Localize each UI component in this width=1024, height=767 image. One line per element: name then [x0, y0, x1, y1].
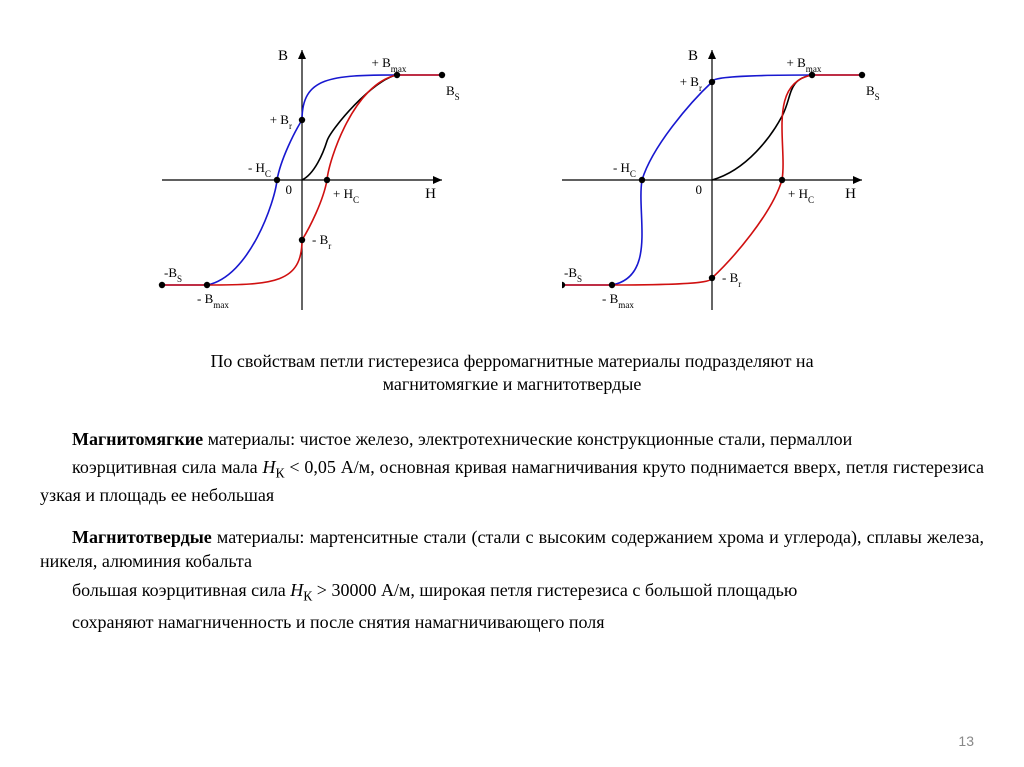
- svg-text:H: H: [845, 186, 856, 202]
- soft-term: Магнитомягкие: [72, 429, 203, 449]
- soft-pre: коэрцитивная сила мала: [72, 457, 263, 477]
- svg-text:B: B: [688, 48, 698, 64]
- para-soft-detail: коэрцитивная сила мала HК < 0,05 А/м, ос…: [40, 455, 984, 507]
- svg-text:+ HC: + HC: [788, 186, 814, 205]
- svg-text:0: 0: [286, 182, 293, 197]
- svg-text:-BS: -BS: [164, 265, 182, 284]
- caption-line-2: магнитомягкие и магнитотвердые: [383, 374, 642, 394]
- svg-text:- Br: - Br: [312, 232, 331, 251]
- soft-H: H: [263, 457, 276, 477]
- body-text: Магнитомягкие материалы: чистое железо, …: [40, 427, 984, 634]
- hard-H: H: [290, 580, 303, 600]
- svg-text:- Bmax: - Bmax: [197, 291, 229, 310]
- caption-line-1: По свойствам петли гистерезиса ферромагн…: [210, 351, 813, 371]
- hysteresis-left: H B 0 + Bmax BS + Br - HC + HC - Br - Bmax -BS: [142, 30, 462, 330]
- para-hard-heading: Магнитотвердые материалы: мартенситные с…: [40, 525, 984, 574]
- svg-text:- HC: - HC: [248, 160, 271, 179]
- para-hard-detail: большая коэрцитивная сила HК > 30000 А/м…: [40, 578, 984, 606]
- svg-text:+ Bmax: + Bmax: [372, 55, 407, 74]
- soft-H-sub: К: [276, 466, 285, 481]
- svg-text:- Bmax: - Bmax: [602, 291, 634, 310]
- svg-text:- Br: - Br: [722, 270, 741, 289]
- svg-text:+ Bmax: + Bmax: [787, 55, 822, 74]
- diagrams-row: H B 0 + Bmax BS + Br - HC + HC - Br - Bmax -BS H B 0…: [40, 30, 984, 330]
- svg-text:BS: BS: [446, 83, 460, 102]
- soft-rest: материалы: чистое железо, электротехниче…: [203, 429, 852, 449]
- page-number: 13: [958, 733, 974, 749]
- svg-text:-BS: -BS: [564, 265, 582, 284]
- para-hard-retain: сохраняют намагниченность и после снятия…: [40, 610, 984, 634]
- hard-pre: большая коэрцитивная сила: [72, 580, 290, 600]
- svg-text:+ Br: + Br: [270, 112, 292, 131]
- hard-H-sub: К: [303, 588, 312, 603]
- svg-text:+ HC: + HC: [333, 186, 359, 205]
- figure-caption: По свойствам петли гистерезиса ферромагн…: [100, 350, 924, 397]
- svg-text:0: 0: [696, 182, 703, 197]
- hysteresis-right: H B 0 + Bmax BS + Br - HC + HC - Br - Bmax -BS: [562, 30, 882, 330]
- hard-mid: > 30000 А/м, широкая петля гистерезиса с…: [312, 580, 797, 600]
- svg-text:- HC: - HC: [613, 160, 636, 179]
- svg-text:BS: BS: [866, 83, 880, 102]
- svg-text:+ Br: + Br: [680, 74, 702, 93]
- svg-text:H: H: [425, 186, 436, 202]
- para-soft-heading: Магнитомягкие материалы: чистое железо, …: [40, 427, 984, 451]
- hard-term: Магнитотвердые: [72, 527, 212, 547]
- svg-text:B: B: [278, 48, 288, 64]
- hard-retain: сохраняют намагниченность и после снятия…: [72, 612, 605, 632]
